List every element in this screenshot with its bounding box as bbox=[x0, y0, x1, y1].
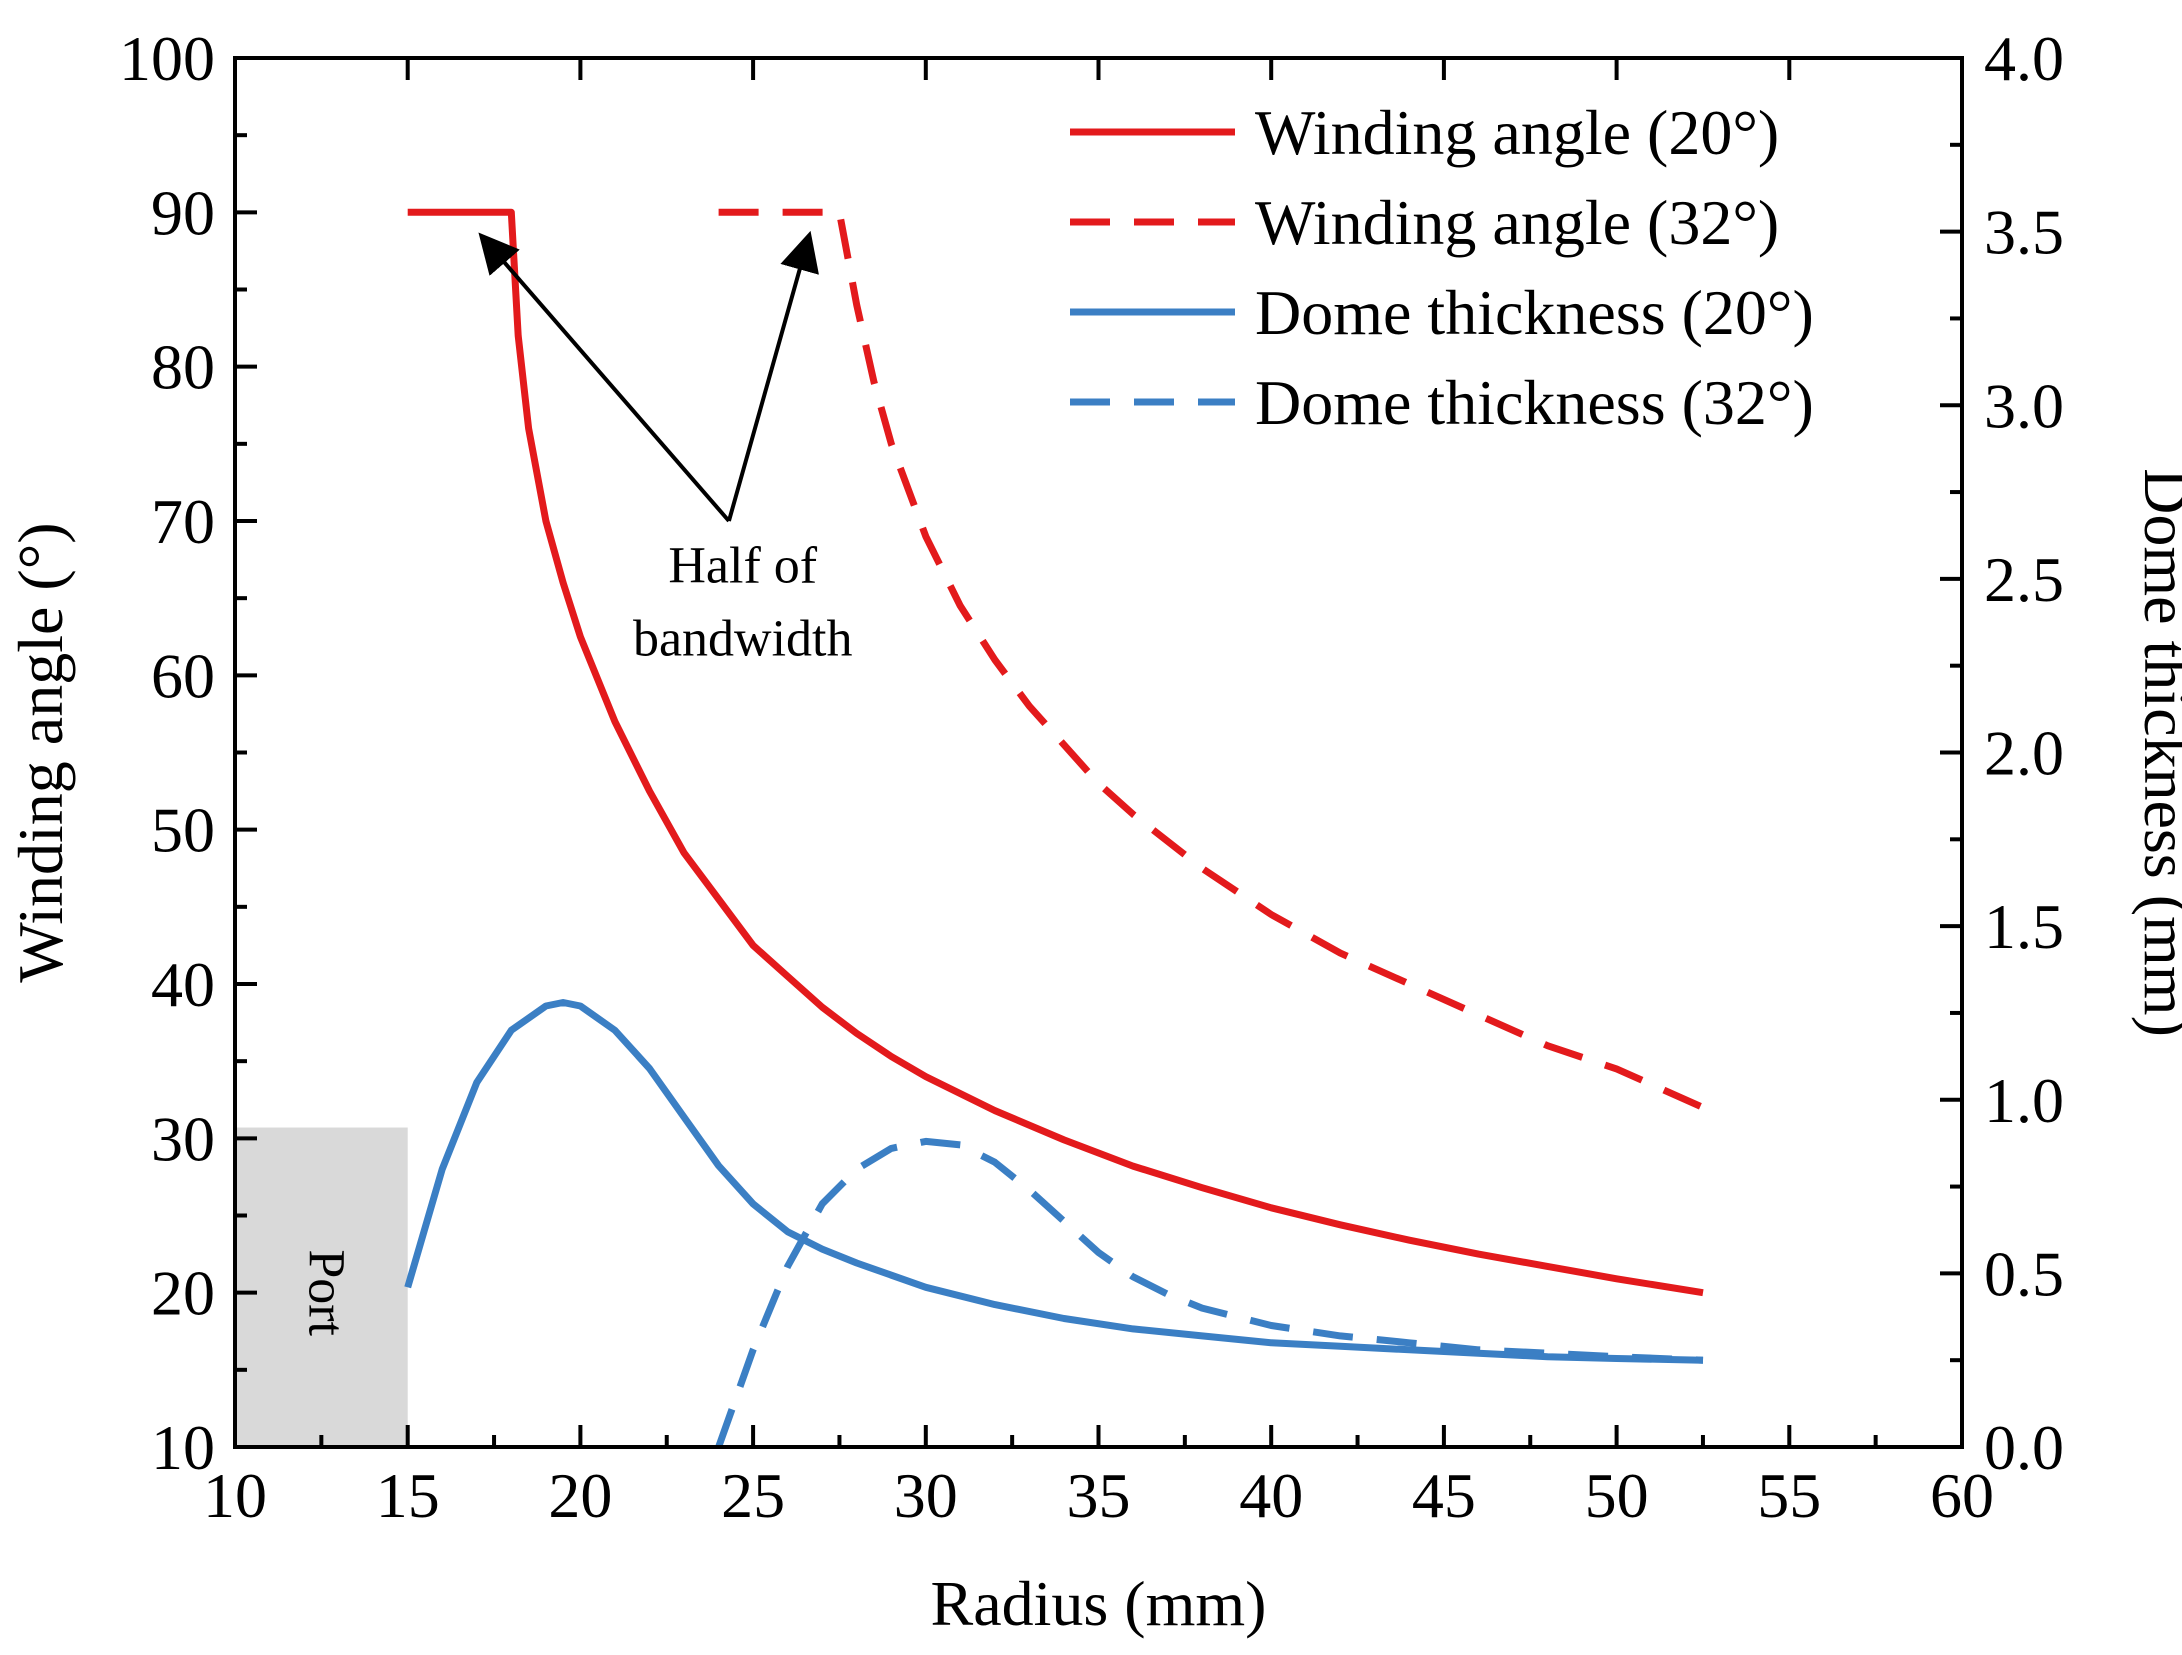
annotation-label-line1: Half of bbox=[668, 538, 817, 595]
y-left-axis-title: Winding angle (°) bbox=[5, 522, 76, 982]
y-left-tick-label: 70 bbox=[151, 486, 215, 557]
legend-label-4: Dome thickness (32°) bbox=[1255, 367, 1814, 438]
ticks-layer: 10 15 20 25 30 35 40 45 50 55 60 10 20 30 40 50 60 70 80 90… bbox=[119, 23, 2064, 1531]
annotation-layer: Half of bandwidth bbox=[478, 230, 853, 667]
x-axis-title: Radius (mm) bbox=[931, 1568, 1267, 1639]
legend-label-1: Winding angle (20°) bbox=[1255, 97, 1779, 168]
annotation-arrow-right bbox=[726, 230, 819, 522]
legend: Winding angle (20°) Winding angle (32°) Do… bbox=[1070, 97, 1814, 438]
y-left-tick-label: 100 bbox=[119, 23, 215, 94]
x-tick-label: 15 bbox=[376, 1460, 440, 1531]
port-region bbox=[235, 1127, 408, 1447]
y-right-tick-label: 3.0 bbox=[1984, 370, 2064, 441]
series-line-4 bbox=[715, 1137, 1704, 1449]
x-tick-label: 30 bbox=[894, 1460, 958, 1531]
y-right-tick-label: 1.5 bbox=[1984, 891, 2064, 962]
annotation-arrow-left bbox=[478, 232, 731, 523]
y-right-tick-label: 0.0 bbox=[1984, 1412, 2064, 1483]
y-left-tick-label: 90 bbox=[151, 177, 215, 248]
y-right-tick-label: 3.5 bbox=[1984, 197, 2064, 268]
y-right-tick-label: 4.0 bbox=[1984, 23, 2064, 94]
y-right-tick-label: 2.0 bbox=[1984, 718, 2064, 789]
legend-label-2: Winding angle (32°) bbox=[1255, 187, 1779, 258]
x-tick-label: 10 bbox=[203, 1460, 267, 1531]
y-left-tick-label: 10 bbox=[151, 1412, 215, 1483]
series-line-1 bbox=[407, 208, 1704, 1297]
y-right-tick-label: 0.5 bbox=[1984, 1238, 2064, 1309]
x-tick-label: 25 bbox=[721, 1460, 785, 1531]
series-line-2 bbox=[718, 208, 1705, 1111]
x-tick-label: 35 bbox=[1067, 1460, 1131, 1531]
x-tick-label: 40 bbox=[1239, 1460, 1303, 1531]
y-left-tick-label: 30 bbox=[151, 1103, 215, 1174]
legend-label-3: Dome thickness (20°) bbox=[1255, 277, 1814, 348]
y-right-tick-label: 2.5 bbox=[1984, 544, 2064, 615]
y-right-tick-label: 1.0 bbox=[1984, 1065, 2064, 1136]
series-layer bbox=[404, 208, 1705, 1449]
y-right-axis-title: Dome thickness (mm) bbox=[2131, 468, 2182, 1037]
x-tick-label: 50 bbox=[1585, 1460, 1649, 1531]
x-tick-label: 60 bbox=[1930, 1460, 1994, 1531]
port-label: Port bbox=[297, 1249, 354, 1336]
y-left-tick-label: 20 bbox=[151, 1258, 215, 1329]
x-tick-label: 55 bbox=[1757, 1460, 1821, 1531]
series-line-3 bbox=[404, 999, 1704, 1364]
y-left-tick-label: 40 bbox=[151, 949, 215, 1020]
annotation-label-line2: bandwidth bbox=[633, 610, 853, 667]
y-left-tick-label: 80 bbox=[151, 332, 215, 403]
x-tick-label: 45 bbox=[1412, 1460, 1476, 1531]
y-left-tick-label: 50 bbox=[151, 795, 215, 866]
x-tick-label: 20 bbox=[548, 1460, 612, 1531]
y-left-tick-label: 60 bbox=[151, 640, 215, 711]
